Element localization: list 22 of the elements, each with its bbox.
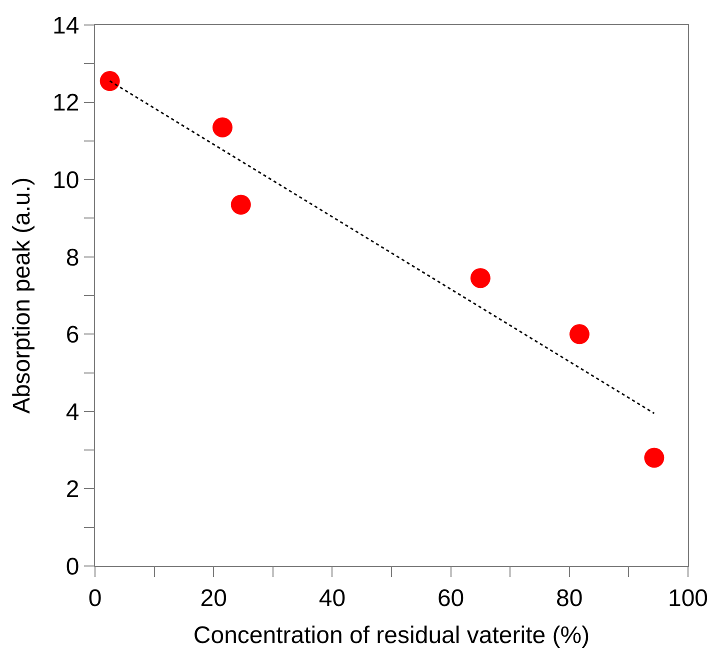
x-tick-label: 0: [88, 584, 102, 612]
x-tick-label: 100: [668, 584, 708, 612]
y-tick-label: 0: [66, 553, 80, 580]
point: [470, 268, 490, 288]
y-tick-label: 14: [52, 12, 80, 40]
x-axis-title: Concentration of residual vaterite (%): [193, 622, 590, 650]
x-tick-label: 20: [200, 584, 227, 612]
point: [230, 194, 251, 215]
y-tick-label: 12: [52, 90, 80, 117]
y-tick-label: 6: [66, 322, 80, 349]
point: [212, 117, 232, 138]
y-tick-label: 8: [66, 244, 80, 272]
x-tick-label: 60: [437, 584, 464, 612]
point: [569, 324, 590, 344]
y-tick-label: 10: [52, 166, 80, 194]
x-tick-label: 40: [318, 584, 346, 612]
point: [644, 448, 664, 468]
point: [100, 71, 120, 92]
x-tick-label: 80: [556, 584, 583, 612]
y-tick-label: 2: [66, 476, 80, 504]
y-axis-title: Absorption peak (a.u.): [8, 177, 36, 414]
y-tick-label: 4: [66, 398, 80, 426]
